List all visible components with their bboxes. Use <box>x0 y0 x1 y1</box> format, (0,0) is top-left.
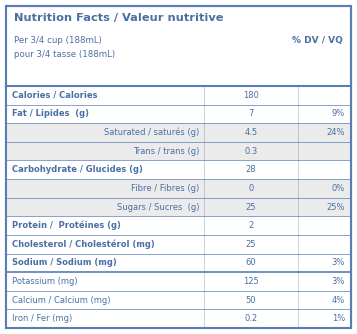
Text: 4%: 4% <box>332 296 345 305</box>
Text: 2: 2 <box>248 221 253 230</box>
Text: 4.5: 4.5 <box>245 128 257 137</box>
Bar <box>6 198 351 216</box>
Text: Fibre / Fibres (g): Fibre / Fibres (g) <box>131 184 199 193</box>
Text: 0: 0 <box>248 184 253 193</box>
Bar <box>6 142 351 160</box>
Text: 25%: 25% <box>327 202 345 211</box>
Text: 25: 25 <box>246 202 256 211</box>
Text: Saturated / saturés (g): Saturated / saturés (g) <box>104 128 199 137</box>
Text: Iron / Fer (mg): Iron / Fer (mg) <box>12 314 72 323</box>
Text: Calories / Calories: Calories / Calories <box>12 91 97 100</box>
Bar <box>6 86 351 105</box>
Bar <box>6 309 351 328</box>
Bar <box>6 179 351 198</box>
Text: Cholesterol / Cholestérol (mg): Cholesterol / Cholestérol (mg) <box>12 239 155 249</box>
Text: % DV / VQ: % DV / VQ <box>292 36 343 45</box>
Text: Carbohydrate / Glucides (g): Carbohydrate / Glucides (g) <box>12 165 143 174</box>
Text: Protein /  Protéines (g): Protein / Protéines (g) <box>12 221 121 230</box>
Text: 0.3: 0.3 <box>244 147 257 156</box>
Text: 7: 7 <box>248 110 253 119</box>
Text: 60: 60 <box>246 258 256 267</box>
Text: 0.2: 0.2 <box>245 314 257 323</box>
Bar <box>6 235 351 254</box>
Bar <box>6 160 351 179</box>
Text: 50: 50 <box>246 296 256 305</box>
Text: Calcium / Calcium (mg): Calcium / Calcium (mg) <box>12 296 111 305</box>
Text: 3%: 3% <box>332 277 345 286</box>
Text: Nutrition Facts / Valeur nutritive: Nutrition Facts / Valeur nutritive <box>14 13 223 23</box>
Text: 3%: 3% <box>332 258 345 267</box>
Bar <box>6 272 351 291</box>
Text: Sodium / Sodium (mg): Sodium / Sodium (mg) <box>12 258 117 267</box>
Text: 125: 125 <box>243 277 259 286</box>
Bar <box>6 123 351 142</box>
Text: 9%: 9% <box>332 110 345 119</box>
Bar <box>6 216 351 235</box>
Text: 25: 25 <box>246 240 256 249</box>
Bar <box>6 254 351 272</box>
Text: Fat / Lipides  (g): Fat / Lipides (g) <box>12 110 89 119</box>
Text: 24%: 24% <box>327 128 345 137</box>
Text: pour 3/4 tasse (188mL): pour 3/4 tasse (188mL) <box>14 50 115 59</box>
Text: Trans / trans (g): Trans / trans (g) <box>133 147 199 156</box>
Text: Sugars / Sucres  (g): Sugars / Sucres (g) <box>117 202 199 211</box>
Text: 28: 28 <box>246 165 256 174</box>
Bar <box>6 291 351 309</box>
Text: Per 3/4 cup (188mL): Per 3/4 cup (188mL) <box>14 36 102 45</box>
Text: 1%: 1% <box>332 314 345 323</box>
Text: 0%: 0% <box>332 184 345 193</box>
Text: 180: 180 <box>243 91 259 100</box>
Bar <box>6 105 351 123</box>
Text: Potassium (mg): Potassium (mg) <box>12 277 77 286</box>
